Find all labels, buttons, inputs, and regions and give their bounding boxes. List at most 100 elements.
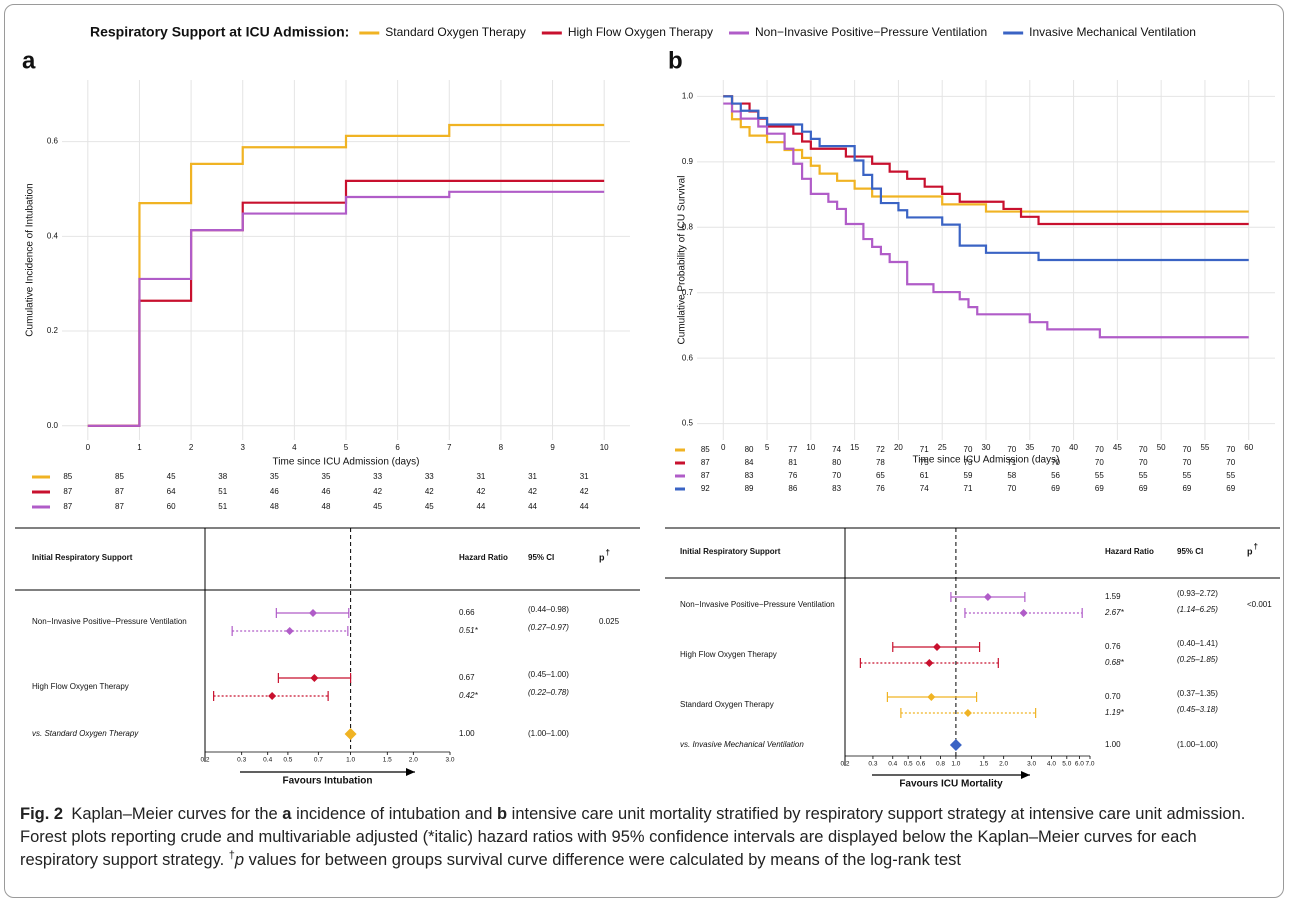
x-axis-label: Time since ICU Admission (days)	[913, 455, 1060, 466]
column-header: Initial Respiratory Support	[680, 547, 781, 556]
x-tick-label: 0.2	[840, 761, 849, 768]
y-tick-label: 0.9	[682, 157, 694, 166]
x-tick-label: 8	[499, 443, 504, 452]
survival-curve	[87, 190, 605, 427]
column-header: 95% CI	[1177, 547, 1203, 556]
at-risk-count: 85	[63, 472, 72, 481]
at-risk-count: 58	[1007, 471, 1016, 480]
x-tick-label: 2.0	[409, 757, 418, 764]
at-risk-count: 59	[964, 471, 973, 480]
at-risk-count: 45	[373, 502, 382, 511]
y-tick-label: 0.7	[682, 288, 694, 297]
caption-text: values for between groups survival curve…	[244, 851, 961, 869]
p-value: <0.001	[1247, 600, 1272, 609]
x-tick-label: 40	[1069, 443, 1078, 452]
hazard-ratio-label: 0.51*	[459, 626, 479, 635]
at-risk-count: 70	[1051, 445, 1060, 454]
at-risk-count: 85	[701, 445, 710, 454]
caption-text: a	[282, 805, 292, 823]
y-axis-label: Cumulative Probability of ICU Survival	[677, 176, 688, 345]
row-label: vs. Standard Oxygen Therapy	[32, 729, 139, 738]
survival-curve	[87, 123, 605, 427]
x-tick-label: 3.0	[1027, 761, 1036, 768]
x-tick-label: 0.3	[237, 757, 246, 764]
y-tick-label: 0.4	[47, 231, 59, 240]
at-risk-count: 74	[832, 445, 841, 454]
at-risk-count: 87	[115, 502, 124, 511]
x-tick-label: 3	[241, 443, 246, 452]
hazard-ratio-marker	[268, 692, 277, 700]
ci-label: (0.45–3.18)	[1177, 705, 1218, 714]
at-risk-count: 70	[1007, 484, 1016, 493]
x-tick-label: 0.6	[916, 761, 925, 768]
at-risk-count: 55	[1226, 471, 1235, 480]
column-header: Initial Respiratory Support	[32, 553, 133, 562]
at-risk-count: 70	[1182, 445, 1191, 454]
at-risk-count: 87	[63, 502, 72, 511]
hazard-ratio-label: 1.59	[1105, 592, 1121, 601]
at-risk-count: 85	[115, 472, 124, 481]
direction-arrowhead	[406, 768, 415, 776]
at-risk-count: 70	[1226, 458, 1235, 467]
at-risk-count: 38	[218, 472, 227, 481]
at-risk-count: 61	[920, 471, 929, 480]
x-tick-label: 2.0	[999, 761, 1008, 768]
hazard-ratio-label: 1.00	[459, 729, 475, 738]
at-risk-count: 33	[425, 472, 434, 481]
at-risk-count: 69	[1139, 484, 1148, 493]
at-risk-count: 71	[1007, 458, 1016, 467]
x-tick-label: 60	[1244, 443, 1253, 452]
row-label: High Flow Oxygen Therapy	[680, 650, 777, 659]
x-tick-label: 10	[806, 443, 815, 452]
at-risk-count: 42	[425, 487, 434, 496]
at-risk-count: 44	[580, 502, 589, 511]
at-risk-count: 70	[1007, 445, 1016, 454]
hazard-ratio-label: 0.42*	[459, 691, 479, 700]
ci-label: (1.00–1.00)	[1177, 740, 1218, 749]
caption-text: intensive care unit mortality stratified…	[20, 805, 1246, 869]
legend-label: High Flow Oxygen Therapy	[568, 25, 713, 39]
row-label: Non−Invasive Positive−Pressure Ventilati…	[32, 617, 187, 626]
x-tick-label: 0.5	[283, 757, 292, 764]
hazard-ratio-marker	[310, 674, 319, 682]
x-tick-label: 1.5	[383, 757, 392, 764]
x-tick-label: 30	[982, 443, 991, 452]
at-risk-count: 71	[964, 484, 973, 493]
ci-label: (0.40–1.41)	[1177, 639, 1218, 648]
x-tick-label: 6.0	[1075, 761, 1084, 768]
x-tick-label: 20	[894, 443, 903, 452]
at-risk-count: 69	[1182, 484, 1191, 493]
at-risk-count: 76	[876, 484, 885, 493]
ci-label: (0.93–2.72)	[1177, 589, 1218, 598]
at-risk-count: 80	[745, 445, 754, 454]
ci-label: (0.37–1.35)	[1177, 689, 1218, 698]
at-risk-count: 76	[788, 471, 797, 480]
x-tick-label: 0.8	[936, 761, 945, 768]
caption-text: Fig. 2	[20, 805, 64, 823]
ci-label: (0.45–1.00)	[528, 670, 569, 679]
x-tick-label: 50	[1157, 443, 1166, 452]
at-risk-count: 77	[788, 445, 797, 454]
x-tick-label: 0	[721, 443, 726, 452]
survival-curve	[723, 102, 1249, 339]
x-tick-label: 0.3	[868, 761, 877, 768]
direction-arrowhead	[1021, 771, 1030, 779]
column-header: Hazard Ratio	[1105, 547, 1154, 556]
figure-caption: Fig. 2 Kaplan–Meier curves for the a inc…	[20, 803, 1270, 872]
at-risk-count: 92	[701, 484, 710, 493]
x-tick-label: 45	[1113, 443, 1122, 452]
at-risk-count: 45	[167, 472, 176, 481]
legend-label: Standard Oxygen Therapy	[385, 25, 526, 39]
x-tick-label: 2	[189, 443, 194, 452]
figure-frame	[4, 4, 1284, 898]
at-risk-count: 51	[218, 502, 227, 511]
hazard-ratio-marker	[949, 739, 962, 751]
at-risk-count: 87	[701, 471, 710, 480]
ci-label: (1.14–6.25)	[1177, 605, 1218, 614]
x-axis-label: Favours Intubation	[283, 776, 373, 787]
hazard-ratio-label: 0.76	[1105, 642, 1121, 651]
ci-label: (1.00–1.00)	[528, 729, 569, 738]
ci-label: (0.44–0.98)	[528, 605, 569, 614]
y-tick-label: 0.2	[47, 326, 59, 335]
